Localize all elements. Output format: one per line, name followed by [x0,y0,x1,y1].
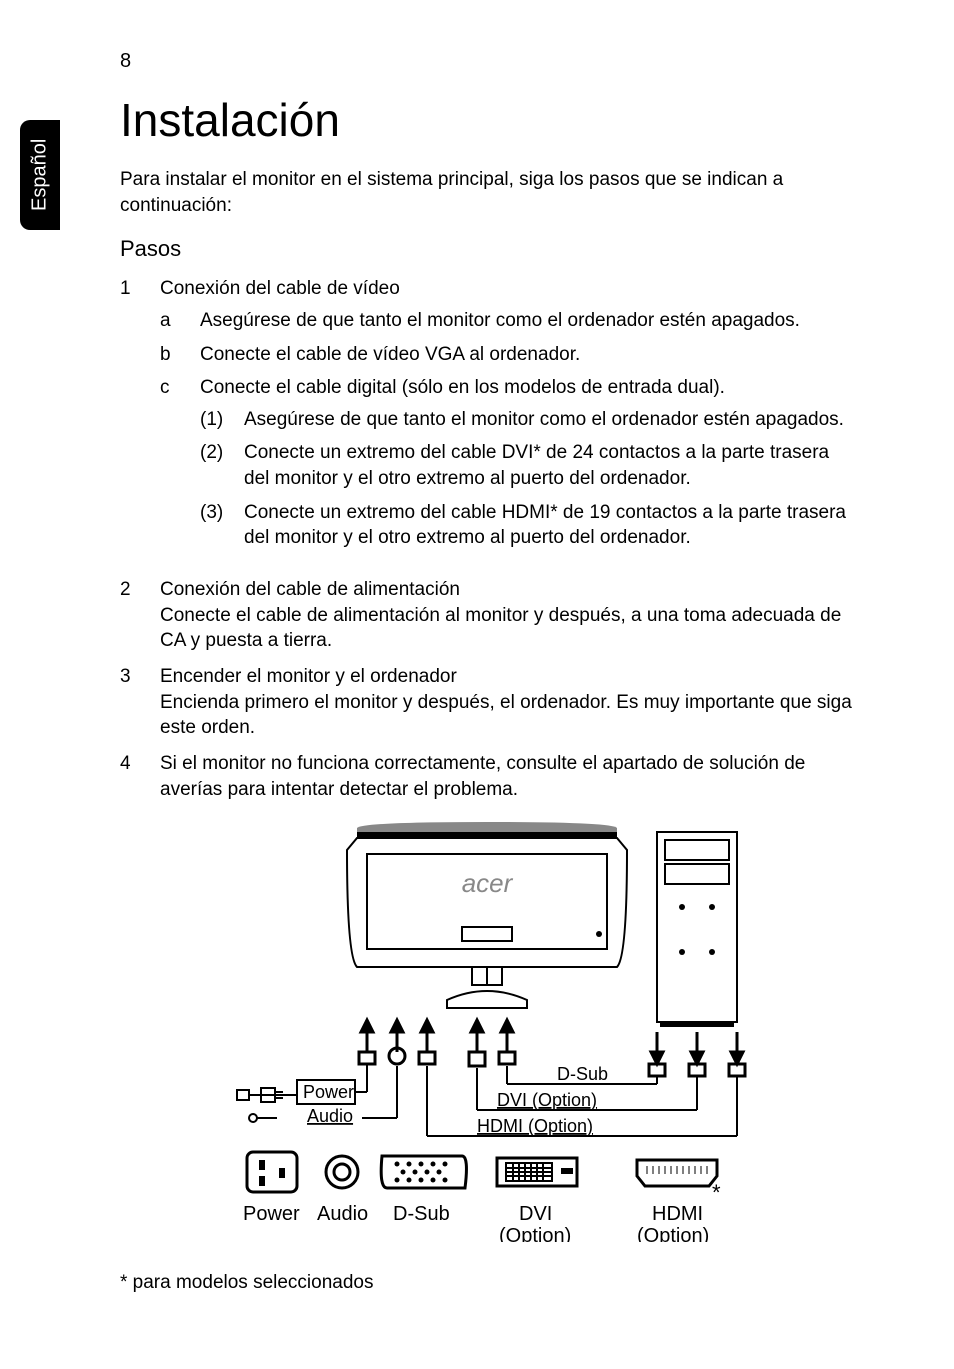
subsub-text: Conecte un extremo del cable HDMI* de 19… [244,500,854,551]
svg-text:Power: Power [243,1203,300,1225]
svg-text:(Option): (Option) [637,1225,709,1242]
sub-letter: b [160,342,200,368]
intro-text: Para instalar el monitor en el sistema p… [120,167,854,218]
sub-list: a Asegúrese de que tanto el monitor como… [160,308,854,559]
sub-text: Conecte el cable digital (sólo en los mo… [200,377,725,398]
diagram-svg: acer [207,822,767,1242]
subsub-num: (3) [200,500,244,551]
sub-content: Conecte el cable digital (sólo en los mo… [200,375,854,559]
step-text: Encender el monitor y el ordenador Encie… [160,664,854,741]
step-number: 4 [120,751,160,802]
svg-text:HDMI: HDMI [652,1203,703,1225]
step-text: Conexión del cable de alimentación Conec… [160,577,854,654]
steps-heading: Pasos [120,236,854,262]
step-item: 3 Encender el monitor y el ordenador Enc… [120,664,854,741]
page-number: 8 [120,50,854,73]
step-text: Conexión del cable de vídeo [160,278,400,299]
subsub-text: Asegúrese de que tanto el monitor como e… [244,407,854,433]
svg-text:HDMI (Option): HDMI (Option) [477,1116,593,1136]
svg-text:D-Sub: D-Sub [557,1064,608,1084]
connector-row: Power Audio D-Sub [243,1152,721,1242]
sub-item: b Conecte el cable de vídeo VGA al orden… [160,342,854,368]
monitor-icon: acer [347,822,627,1008]
step-item: 4 Si el monitor no funciona correctament… [120,751,854,802]
sub-letter: a [160,308,200,334]
page-title: Instalación [120,93,854,147]
subsub-num: (2) [200,440,244,491]
subsub-list: (1) Asegúrese de que tanto el monitor co… [200,407,854,551]
monitor-arrows [359,1020,515,1066]
sub-item: a Asegúrese de que tanto el monitor como… [160,308,854,334]
subsub-num: (1) [200,407,244,433]
tower-arrows [649,1032,745,1076]
svg-text:DVI: DVI [519,1203,552,1225]
step-number: 2 [120,577,160,654]
sub-letter: c [160,375,200,559]
step-content: Conexión del cable de vídeo a Asegúrese … [160,276,854,567]
step-item: 2 Conexión del cable de alimentación Con… [120,577,854,654]
brand-text: acer [462,868,514,898]
svg-text:DVI (Option): DVI (Option) [497,1090,597,1110]
sub-item: c Conecte el cable digital (sólo en los … [160,375,854,559]
language-tab: Español [20,120,60,230]
steps-list: 1 Conexión del cable de vídeo a Asegúres… [120,276,854,802]
svg-text:D-Sub: D-Sub [393,1203,450,1225]
sub-text: Conecte el cable de vídeo VGA al ordenad… [200,342,854,368]
footnote: * para modelos seleccionados [120,1272,854,1294]
subsub-item: (2) Conecte un extremo del cable DVI* de… [200,440,854,491]
svg-text:Audio: Audio [317,1203,368,1225]
svg-text:*: * [712,1180,721,1205]
step-item: 1 Conexión del cable de vídeo a Asegúres… [120,276,854,567]
step-number: 3 [120,664,160,741]
svg-text:Power: Power [303,1082,354,1102]
tower-icon [657,832,737,1027]
svg-text:Audio: Audio [307,1106,353,1126]
svg-text:(Option): (Option) [499,1225,571,1242]
step-number: 1 [120,276,160,567]
connection-diagram: acer [120,822,854,1242]
subsub-item: (1) Asegúrese de que tanto el monitor co… [200,407,854,433]
subsub-item: (3) Conecte un extremo del cable HDMI* d… [200,500,854,551]
page: 8 Español Instalación Para instalar el m… [0,0,954,1369]
subsub-text: Conecte un extremo del cable DVI* de 24 … [244,440,854,491]
step-text: Si el monitor no funciona correctamente,… [160,751,854,802]
sub-text: Asegúrese de que tanto el monitor como e… [200,308,854,334]
